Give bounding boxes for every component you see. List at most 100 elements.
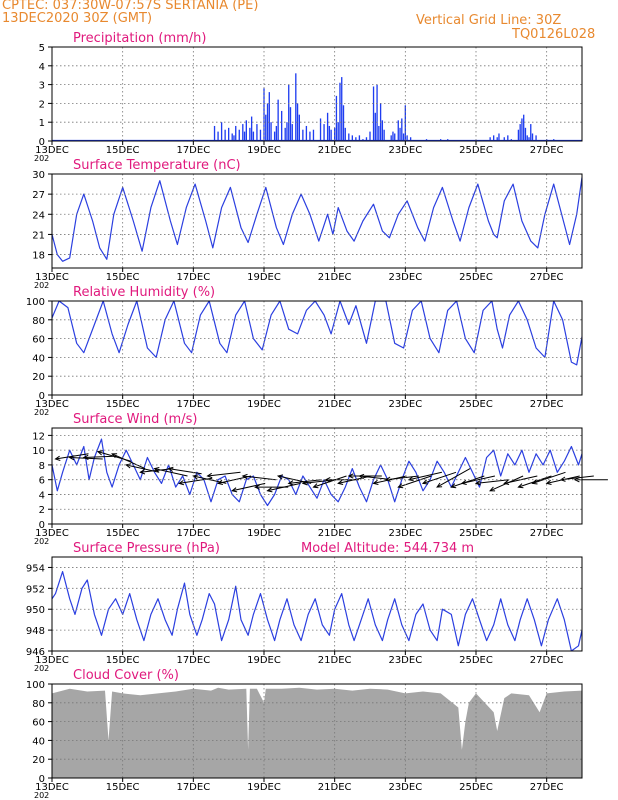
wind-x-tick-label: 15DEC (106, 528, 140, 539)
wind-arrow-head (421, 479, 429, 485)
wind-x-tick-label: 25DEC (459, 528, 493, 539)
wind-arrow (83, 455, 117, 458)
wind-arrow (475, 479, 510, 484)
wind-panel (48, 427, 608, 528)
wind-arrow (302, 479, 336, 484)
temp-y-tick-label: 18 (32, 251, 45, 262)
wind-arrow-head (167, 466, 174, 472)
precip-data (52, 73, 582, 141)
precip-bar (277, 99, 279, 141)
wind-arrow (154, 468, 188, 477)
precip-bar (334, 127, 336, 141)
precip-title: Precipitation (mm/h) (73, 31, 206, 46)
wind-arrow-head (82, 454, 89, 460)
rh-y-tick-label: 100 (26, 297, 45, 308)
pres-series-line (52, 571, 582, 651)
precip-bar (330, 129, 332, 141)
pres-panel (48, 556, 583, 655)
precip-x-tick-label: 25DEC (459, 145, 493, 156)
precip-bar (213, 125, 216, 141)
precip-bar (524, 127, 527, 141)
cloud-data (52, 687, 582, 778)
precip-bar (521, 118, 523, 141)
temp-x-tick-label: 17DEC (176, 272, 210, 283)
precip-bar (519, 124, 521, 141)
pres-year-label: 202 (34, 664, 49, 673)
temp-y-tick-label: 30 (32, 170, 45, 181)
pres-x-tick-label: 25DEC (459, 655, 493, 666)
precip-bar (288, 84, 290, 141)
cloud-x-tick-label: 25DEC (459, 782, 493, 793)
temp-data (52, 177, 582, 262)
temp-series-line (52, 177, 582, 262)
precip-bar (270, 122, 272, 141)
wind-arrow-head (125, 463, 132, 469)
wind-y-tick-label: 8 (39, 461, 45, 472)
wind-arrow-head (489, 486, 496, 492)
precip-year-label: 202 (34, 154, 49, 163)
pres-y-tick-label: 950 (26, 605, 45, 616)
wind-arrow-head (397, 483, 404, 489)
pres-y-tick-label: 954 (26, 563, 45, 574)
cloud-x-tick-label: 21DEC (318, 782, 352, 793)
wind-arrow (242, 475, 276, 481)
precip-x-tick-label: 15DEC (106, 145, 140, 156)
precip-bar (250, 116, 253, 141)
precip-bar (259, 129, 262, 141)
precip-bar (328, 125, 331, 141)
precip-bar (266, 103, 269, 141)
temp-x-tick-label: 15DEC (106, 272, 140, 283)
wind-data (52, 438, 582, 507)
rh-y-tick-label: 20 (32, 372, 45, 383)
wind-arrow-head (153, 467, 160, 473)
temp-x-tick-label: 21DEC (318, 272, 352, 283)
cloud-x-tick-label: 13DEC (35, 782, 69, 793)
cloud-y-tick-label: 20 (32, 755, 45, 766)
precip-bar (295, 73, 297, 141)
precip-bar (496, 137, 498, 141)
wind-arrow-head (436, 482, 443, 488)
wind-x-tick-label: 17DEC (176, 528, 210, 539)
header-model-id: TQ0126L028 (512, 27, 596, 42)
precip-x-tick-label: 17DEC (176, 145, 210, 156)
precip-bar (528, 137, 530, 141)
precip-bar (335, 95, 338, 141)
precip-bar (265, 114, 267, 141)
wind-arrow (338, 475, 372, 484)
header-date: 13DEC2020 30Z (GMT) (2, 11, 153, 26)
rh-x-tick-label: 27DEC (530, 399, 564, 410)
rh-x-tick-label: 25DEC (459, 399, 493, 410)
wind-arrow-head (254, 484, 260, 490)
pres-y-tick-label: 946 (26, 647, 45, 658)
cloud-cover-area (52, 687, 582, 778)
precip-bar (394, 133, 396, 141)
precip-bar (326, 112, 329, 141)
wind-arrow-head (358, 473, 365, 480)
cloud-y-tick-label: 60 (32, 718, 45, 729)
wind-frame (51, 427, 583, 525)
wind-arrow-head (231, 487, 238, 493)
temp-frame (51, 173, 583, 269)
precip-y-tick-label: 2 (39, 99, 45, 110)
precip-x-tick-label: 27DEC (530, 145, 564, 156)
precip-bar (291, 124, 293, 141)
temp-x-tick-label: 13DEC (35, 272, 69, 283)
precip-bar (383, 129, 385, 141)
wind-arrow-head (139, 469, 146, 475)
precip-panel (48, 46, 583, 145)
precip-bar (406, 135, 408, 141)
wind-arrow-head (450, 483, 457, 489)
temp-title: Surface Temperature (nC) (73, 158, 241, 173)
wind-y-tick-label: 12 (32, 431, 45, 442)
pres-y-tick-label: 952 (26, 584, 45, 595)
header-grid-line: Vertical Grid Line: 30Z (416, 13, 562, 28)
precip-bar (233, 135, 235, 141)
rh-x-tick-label: 15DEC (106, 399, 140, 410)
cloud-title: Cloud Cover (%) (73, 668, 179, 683)
precip-bar (273, 131, 276, 141)
wind-arrow-head (337, 479, 344, 485)
cloud-x-tick-label: 27DEC (530, 782, 564, 793)
wind-arrow-head (573, 477, 580, 483)
precip-bar (369, 131, 371, 141)
